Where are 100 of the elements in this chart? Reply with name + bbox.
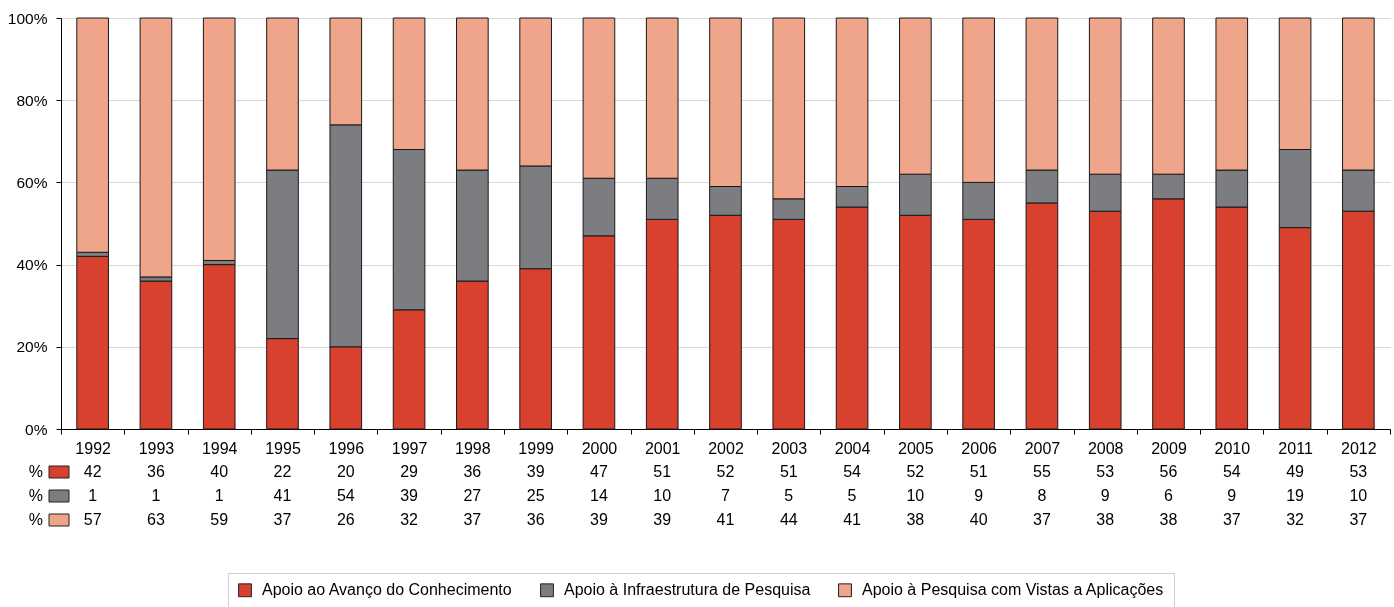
data-label: 22 [273, 463, 292, 480]
data-label: 5 [847, 487, 857, 504]
data-label: 38 [1159, 511, 1178, 528]
data-label: 25 [526, 487, 545, 504]
data-label: 9 [1227, 487, 1237, 504]
data-label: 56 [1159, 463, 1178, 480]
data-label: 29 [400, 463, 419, 480]
legend-label: Apoio à Infraestrutura de Pesquisa [564, 581, 811, 599]
data-label: 51 [779, 463, 798, 480]
data-label: 57 [83, 511, 102, 528]
x-tick-label: 1997 [391, 439, 428, 457]
data-label: 51 [653, 463, 672, 480]
bar [202, 264, 236, 430]
x-tick-label: 2001 [644, 439, 681, 457]
data-label: 54 [843, 463, 862, 480]
x-tick-label: 2005 [898, 439, 934, 457]
data-label: 42 [83, 463, 102, 480]
x-tick-label: 1993 [138, 439, 175, 457]
data-label: 1 [88, 487, 98, 504]
data-label: 59 [210, 511, 229, 528]
data-label: 52 [716, 463, 735, 480]
data-label: 27 [463, 487, 482, 504]
data-label: 5 [784, 487, 794, 504]
data-label: 9 [1100, 487, 1110, 504]
x-tick-label: 1992 [75, 439, 112, 457]
bar [76, 255, 109, 430]
data-label: 54 [1222, 463, 1241, 480]
data-label: 52 [906, 463, 925, 480]
data-label: 6 [1164, 487, 1174, 504]
bar [76, 17, 109, 253]
data-label: 9 [974, 487, 984, 504]
data-label: 36 [463, 463, 482, 480]
text: % [28, 487, 43, 504]
y-tick-label: 80% [16, 91, 48, 109]
data-label: 14 [590, 487, 608, 504]
data-label: 36 [526, 511, 545, 528]
data-label: 10 [906, 487, 925, 504]
data-label: 26 [336, 511, 355, 528]
data-label: 8 [1037, 487, 1047, 504]
x-tick-label: 2004 [834, 439, 871, 457]
data-label: 10 [653, 487, 672, 504]
data-label: 53 [1096, 463, 1115, 480]
x-tick-label: 2011 [1278, 439, 1313, 457]
x-tick-label: 1998 [455, 439, 491, 457]
legend-label: Apoio ao Avanço do Conhecimento [262, 581, 512, 599]
x-tick-label: 2002 [708, 439, 744, 457]
data-label: 40 [210, 463, 229, 480]
data-label: 39 [526, 463, 545, 480]
data-label: 37 [273, 511, 292, 528]
data-label: 53 [1349, 463, 1368, 480]
y-tick-label: 60% [16, 173, 48, 191]
y-tick-label: 0% [25, 420, 48, 438]
y-tick-label: 40% [16, 256, 48, 274]
data-label: 55 [1033, 463, 1051, 480]
text: % [28, 463, 43, 480]
data-label: 47 [590, 463, 608, 480]
data-label: 63 [147, 511, 165, 528]
data-label: 54 [336, 487, 355, 504]
x-tick-label: 2006 [961, 439, 998, 457]
legend-label: Apoio à Pesquisa com Vistas a Aplicações [862, 581, 1164, 599]
data-label: 39 [653, 511, 672, 528]
data-label: 38 [906, 511, 925, 528]
data-label: 37 [463, 511, 482, 528]
data-label: 41 [716, 511, 735, 528]
data-label: 1 [151, 487, 161, 504]
data-label: 20 [336, 463, 355, 480]
x-tick-label: 2009 [1151, 439, 1187, 457]
data-label: 40 [969, 511, 988, 528]
bar [202, 17, 236, 261]
data-label: 38 [1096, 511, 1115, 528]
data-label: 49 [1286, 463, 1305, 480]
x-tick-label: 2000 [581, 439, 618, 457]
bar [139, 280, 173, 430]
data-label: 1 [214, 487, 224, 504]
data-label: 44 [779, 511, 798, 528]
y-tick-label: 100% [7, 9, 48, 27]
data-label: 39 [400, 487, 419, 504]
x-tick-label: 2012 [1341, 439, 1377, 457]
x-tick-label: 2008 [1087, 439, 1124, 457]
data-label: 32 [400, 511, 419, 528]
data-label: 10 [1349, 487, 1368, 504]
x-tick-label: 2010 [1214, 439, 1251, 457]
data-label: 41 [273, 487, 292, 504]
data-label: 41 [843, 511, 862, 528]
data-label: 32 [1286, 511, 1305, 528]
x-tick-label: 1996 [328, 439, 365, 457]
text: % [28, 511, 43, 528]
x-tick-label: 2007 [1024, 439, 1061, 457]
data-label: 19 [1286, 487, 1305, 504]
y-tick-label: 20% [16, 338, 48, 356]
x-tick-label: 2003 [771, 439, 808, 457]
x-tick-label: 1994 [201, 439, 238, 457]
bar [139, 17, 173, 278]
data-label: 51 [969, 463, 988, 480]
data-label: 39 [590, 511, 608, 528]
data-label: 37 [1349, 511, 1368, 528]
data-label: 7 [721, 487, 731, 504]
data-label: 36 [147, 463, 165, 480]
x-tick-label: 1995 [265, 439, 301, 457]
data-label: 37 [1222, 511, 1241, 528]
